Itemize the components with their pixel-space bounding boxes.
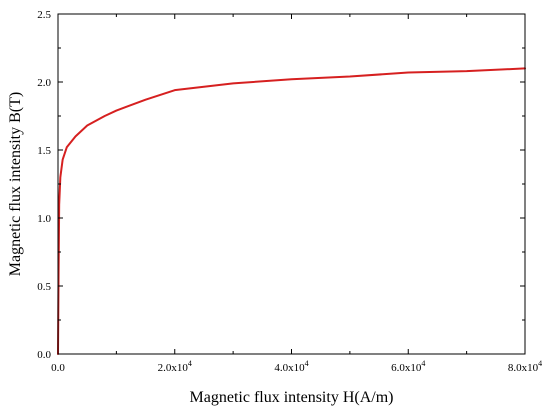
y-tick-label: 0.5 bbox=[37, 281, 51, 293]
x-tick-exponent: 4 bbox=[538, 359, 542, 368]
x-tick-label: 4.0x104 bbox=[274, 359, 308, 374]
x-tick-exponent: 4 bbox=[188, 359, 192, 368]
x-tick-exponent: 4 bbox=[421, 359, 425, 368]
y-tick-label: 2.5 bbox=[37, 9, 51, 21]
x-tick-exponent: 4 bbox=[305, 359, 309, 368]
y-tick-label: 2.0 bbox=[37, 77, 51, 89]
y-tick-label: 1.5 bbox=[37, 145, 51, 157]
x-tick-label: 0.0 bbox=[51, 362, 65, 374]
x-axis: 0.0 2.0x104 4.0x104 6.0x104 8.0x104 bbox=[51, 14, 542, 374]
x-tick-label: 6.0x104 bbox=[391, 359, 425, 374]
y-axis: 0.0 0.5 1.0 1.5 2.0 2.5 bbox=[37, 9, 525, 361]
series-layer bbox=[57, 67, 526, 355]
y-tick-label: 0.0 bbox=[37, 349, 51, 361]
y-axis-title: Magnetic flux intensity B(T) bbox=[7, 92, 24, 276]
x-tick-label: 2.0x104 bbox=[158, 359, 192, 374]
y-tick-label: 1.0 bbox=[37, 213, 51, 225]
series-line-0 bbox=[57, 67, 526, 355]
plot-frame bbox=[57, 13, 526, 355]
x-axis-title: Magnetic flux intensity H(A/m) bbox=[190, 389, 394, 406]
x-tick-label: 8.0x104 bbox=[508, 359, 542, 374]
